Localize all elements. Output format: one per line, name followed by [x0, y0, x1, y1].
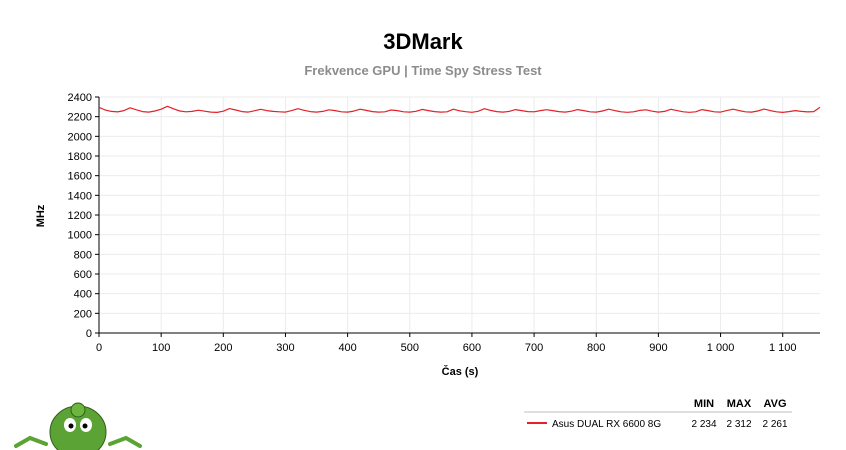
x-tick-label: 300 [276, 342, 294, 354]
legend-min-value: 2 234 [691, 419, 716, 430]
y-tick-label: 1200 [68, 210, 92, 222]
legend-avg-value: 2 261 [762, 419, 787, 430]
y-tick-label: 2200 [68, 112, 92, 124]
y-tick-label: 800 [74, 249, 92, 261]
y-tick-label: 2000 [68, 131, 92, 143]
y-tick-label: 200 [74, 308, 92, 320]
x-tick-label: 800 [587, 342, 605, 354]
chart-title: 3DMark [383, 29, 463, 54]
chart-subtitle: Frekvence GPU | Time Spy Stress Test [304, 63, 542, 78]
y-tick-label: 400 [74, 289, 92, 301]
x-tick-label: 100 [152, 342, 170, 354]
y-tick-label: 0 [86, 328, 92, 340]
x-tick-label: 500 [401, 342, 419, 354]
x-tick-label: 700 [525, 342, 543, 354]
y-ticks: 0 200 400 600 800 1000 1200 1400 1600 1800 2000 220… [68, 92, 99, 340]
grid [99, 96, 820, 333]
x-tick-label: 1 000 [707, 342, 735, 354]
legend: MIN MAX AVG Asus DUAL RX 6600 8G 2 234 2… [524, 398, 792, 430]
legend-header-max: MAX [727, 398, 752, 410]
series-line [98, 105, 821, 114]
legend-header-avg: AVG [763, 398, 786, 410]
legend-series-name: Asus DUAL RX 6600 8G [552, 419, 661, 430]
series-group [98, 105, 821, 114]
y-tick-label: 1400 [68, 190, 92, 202]
y-axis-label: MHz [35, 204, 47, 227]
legend-header-min: MIN [694, 398, 714, 410]
x-tick-label: 1 100 [769, 342, 797, 354]
y-tick-label: 1800 [68, 151, 92, 163]
mascot-logo [14, 402, 142, 450]
y-tick-label: 1000 [68, 230, 92, 242]
x-tick-label: 400 [338, 342, 356, 354]
x-tick-label: 0 [96, 342, 102, 354]
x-tick-label: 200 [214, 342, 232, 354]
y-tick-label: 2400 [68, 92, 92, 104]
x-tick-label: 600 [463, 342, 481, 354]
x-ticks: 0 100 200 300 400 500 600 700 800 900 1 000 1 100 [96, 333, 797, 354]
y-tick-label: 600 [74, 269, 92, 281]
legend-max-value: 2 312 [726, 419, 751, 430]
x-axis-label: Čas (s) [442, 365, 479, 378]
y-tick-label: 1600 [68, 171, 92, 183]
x-tick-label: 900 [649, 342, 667, 354]
